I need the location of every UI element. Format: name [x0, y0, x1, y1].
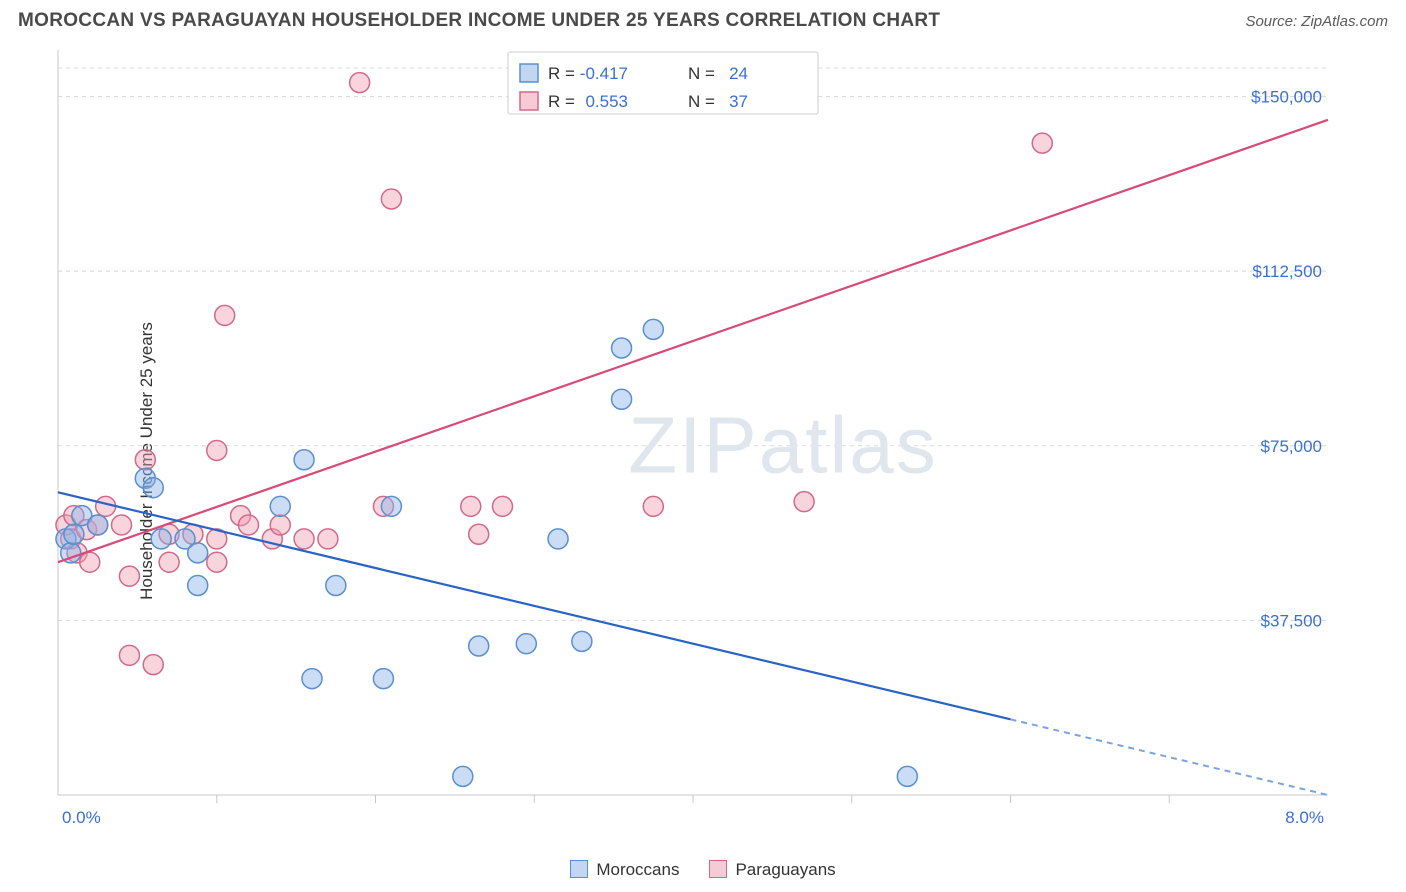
- svg-text:$150,000: $150,000: [1251, 88, 1322, 107]
- legend-item-paraguayans: Paraguayans: [709, 860, 835, 880]
- square-icon: [570, 860, 588, 878]
- svg-text:ZIPatlas: ZIPatlas: [628, 401, 937, 490]
- chart-area: Householder Income Under 25 years $37,50…: [0, 40, 1406, 882]
- svg-text:24: 24: [729, 64, 748, 83]
- legend-item-moroccans: Moroccans: [570, 860, 679, 880]
- legend-label: Paraguayans: [735, 860, 835, 879]
- chart-title: MOROCCAN VS PARAGUAYAN HOUSEHOLDER INCOM…: [18, 10, 940, 32]
- svg-text:8.0%: 8.0%: [1285, 808, 1324, 827]
- header: MOROCCAN VS PARAGUAYAN HOUSEHOLDER INCOM…: [0, 0, 1406, 40]
- svg-text:N =: N =: [688, 64, 715, 83]
- svg-text:0.0%: 0.0%: [62, 808, 101, 827]
- svg-text:37: 37: [729, 92, 748, 111]
- svg-text:$75,000: $75,000: [1261, 437, 1322, 456]
- svg-text:-0.417: -0.417: [580, 64, 628, 83]
- series-legend: Moroccans Paraguayans: [0, 860, 1406, 880]
- svg-text:N =: N =: [688, 92, 715, 111]
- svg-text:0.553: 0.553: [585, 92, 628, 111]
- scatter-plot: $37,500 $75,000 $112,500 $150,000 0.0% 8.0% ZI…: [48, 40, 1388, 840]
- svg-text:R =: R =: [548, 92, 575, 111]
- svg-text:$112,500: $112,500: [1252, 262, 1322, 281]
- legend-label: Moroccans: [596, 860, 679, 879]
- svg-text:R =: R =: [548, 64, 575, 83]
- svg-text:$37,500: $37,500: [1261, 611, 1322, 630]
- source-label: Source: ZipAtlas.com: [1245, 13, 1388, 30]
- square-icon: [709, 860, 727, 878]
